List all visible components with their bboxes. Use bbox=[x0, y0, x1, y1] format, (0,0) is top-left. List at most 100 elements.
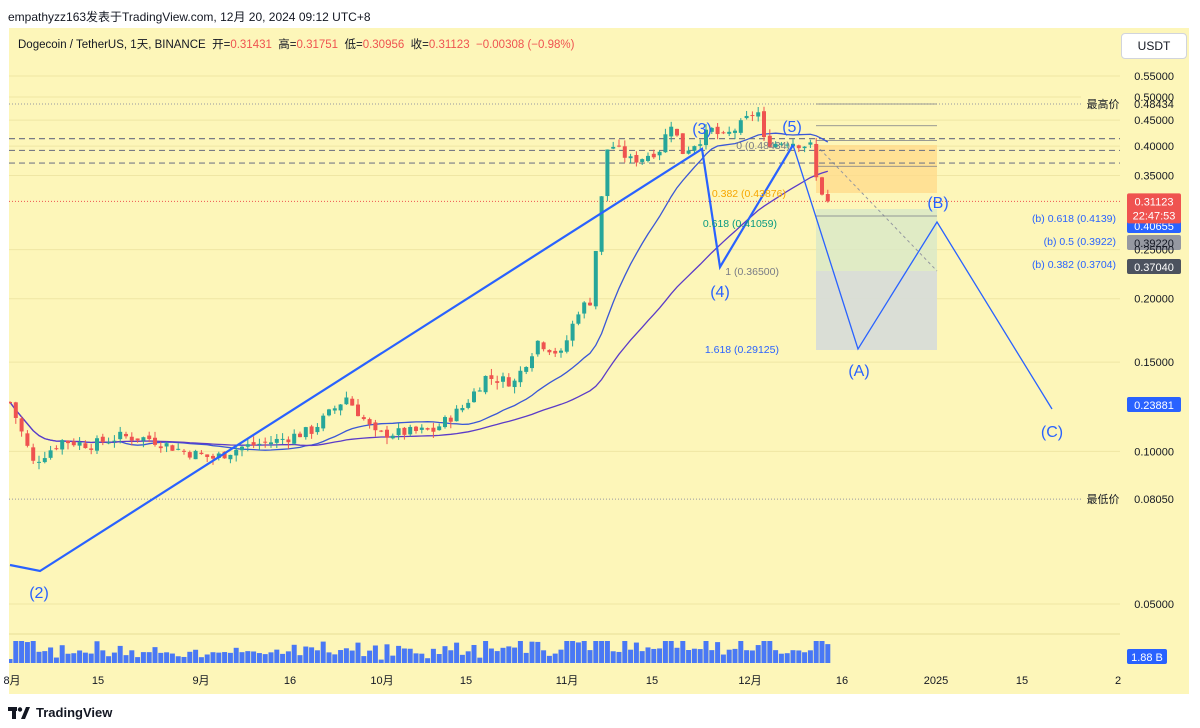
candle-body[interactable] bbox=[651, 153, 656, 158]
currency-button[interactable]: USDT bbox=[1121, 33, 1187, 59]
candle-body[interactable] bbox=[77, 442, 82, 446]
candle-body[interactable] bbox=[796, 145, 801, 149]
candle-body[interactable] bbox=[292, 433, 297, 444]
candle-body[interactable] bbox=[785, 144, 790, 146]
candle-body[interactable] bbox=[605, 149, 610, 197]
candle-body[interactable] bbox=[164, 443, 169, 447]
candle-body[interactable] bbox=[274, 438, 279, 443]
candle-body[interactable] bbox=[657, 151, 662, 156]
candle-body[interactable] bbox=[808, 142, 813, 145]
candle-body[interactable] bbox=[506, 377, 511, 387]
candle-body[interactable] bbox=[321, 415, 326, 429]
candle-body[interactable] bbox=[588, 302, 592, 306]
candle-body[interactable] bbox=[31, 447, 36, 461]
candle-body[interactable] bbox=[263, 441, 268, 443]
candle-body[interactable] bbox=[356, 404, 360, 417]
candle-body[interactable] bbox=[182, 450, 186, 452]
candle-body[interactable] bbox=[617, 145, 621, 147]
candle-body[interactable] bbox=[367, 419, 372, 425]
candle-body[interactable] bbox=[472, 391, 476, 403]
candle-body[interactable] bbox=[738, 120, 743, 133]
candle-body[interactable] bbox=[176, 448, 181, 450]
candle-body[interactable] bbox=[593, 250, 598, 307]
candle-body[interactable] bbox=[640, 159, 645, 162]
candle-body[interactable] bbox=[234, 449, 239, 456]
candle-body[interactable] bbox=[489, 375, 494, 379]
candle-body[interactable] bbox=[762, 111, 766, 138]
candle-body[interactable] bbox=[611, 146, 616, 149]
candle-body[interactable] bbox=[709, 127, 714, 132]
candle-body[interactable] bbox=[628, 156, 633, 159]
candle-body[interactable] bbox=[495, 381, 500, 383]
candle-body[interactable] bbox=[825, 194, 830, 202]
candle-body[interactable] bbox=[559, 350, 563, 353]
candle-body[interactable] bbox=[396, 428, 401, 436]
candle-body[interactable] bbox=[286, 439, 291, 443]
candle-body[interactable] bbox=[814, 143, 819, 178]
candle-body[interactable] bbox=[379, 430, 384, 432]
candle-body[interactable] bbox=[199, 452, 204, 455]
candle-body[interactable] bbox=[66, 440, 70, 444]
candle-body[interactable] bbox=[483, 375, 488, 393]
candle-body[interactable] bbox=[170, 445, 175, 451]
candle-body[interactable] bbox=[408, 426, 413, 435]
candle-body[interactable] bbox=[767, 135, 772, 148]
tradingview-logo[interactable]: TradingView bbox=[8, 705, 112, 720]
candle-body[interactable] bbox=[19, 418, 24, 432]
candle-body[interactable] bbox=[228, 454, 233, 460]
candle-body[interactable] bbox=[42, 458, 47, 463]
candle-body[interactable] bbox=[466, 402, 471, 408]
candle-body[interactable] bbox=[25, 433, 30, 446]
candle-body[interactable] bbox=[280, 438, 285, 440]
candle-body[interactable] bbox=[692, 146, 697, 151]
candle-body[interactable] bbox=[721, 132, 726, 134]
candle-body[interactable] bbox=[437, 426, 442, 431]
candle-body[interactable] bbox=[315, 426, 320, 433]
candle-body[interactable] bbox=[112, 440, 117, 442]
candle-body[interactable] bbox=[750, 115, 755, 117]
candle-body[interactable] bbox=[535, 340, 540, 355]
candle-body[interactable] bbox=[344, 397, 349, 405]
candle-body[interactable] bbox=[390, 435, 395, 439]
candle-body[interactable] bbox=[338, 404, 343, 411]
candle-body[interactable] bbox=[477, 390, 482, 392]
candle-body[interactable] bbox=[129, 436, 134, 441]
candle-body[interactable] bbox=[599, 196, 604, 252]
candle-body[interactable] bbox=[95, 438, 99, 451]
candle-body[interactable] bbox=[501, 376, 505, 382]
candle-body[interactable] bbox=[704, 129, 708, 146]
candle-body[interactable] bbox=[158, 446, 163, 449]
candle-body[interactable] bbox=[309, 426, 314, 434]
candle-body[interactable] bbox=[327, 409, 331, 416]
candle-body[interactable] bbox=[222, 451, 227, 459]
candle-body[interactable] bbox=[779, 143, 784, 145]
candle-body[interactable] bbox=[802, 146, 807, 149]
candle-body[interactable] bbox=[118, 431, 123, 440]
candle-body[interactable] bbox=[715, 126, 720, 135]
candle-body[interactable] bbox=[135, 438, 140, 441]
candle-body[interactable] bbox=[141, 437, 146, 441]
candle-body[interactable] bbox=[350, 398, 355, 406]
candle-body[interactable] bbox=[89, 448, 94, 450]
candle-body[interactable] bbox=[518, 370, 523, 383]
candle-body[interactable] bbox=[332, 408, 337, 411]
candle-body[interactable] bbox=[541, 342, 546, 350]
candle-body[interactable] bbox=[124, 433, 128, 437]
candle-body[interactable] bbox=[257, 443, 262, 445]
candle-body[interactable] bbox=[530, 356, 534, 369]
candle-body[interactable] bbox=[443, 417, 447, 428]
candle-body[interactable] bbox=[414, 426, 418, 431]
candle-body[interactable] bbox=[622, 146, 627, 158]
candle-body[interactable] bbox=[460, 407, 465, 411]
candle-body[interactable] bbox=[8, 401, 12, 403]
candle-body[interactable] bbox=[153, 437, 157, 445]
candle-body[interactable] bbox=[576, 314, 581, 324]
candle-body[interactable] bbox=[269, 442, 273, 445]
candle-body[interactable] bbox=[385, 429, 389, 438]
candle-body[interactable] bbox=[669, 126, 674, 137]
symbol-title[interactable]: Dogecoin / TetherUS, 1天, BINANCE bbox=[18, 39, 206, 51]
candle-body[interactable] bbox=[448, 417, 453, 422]
candle-body[interactable] bbox=[698, 144, 703, 146]
candle-body[interactable] bbox=[13, 402, 18, 418]
